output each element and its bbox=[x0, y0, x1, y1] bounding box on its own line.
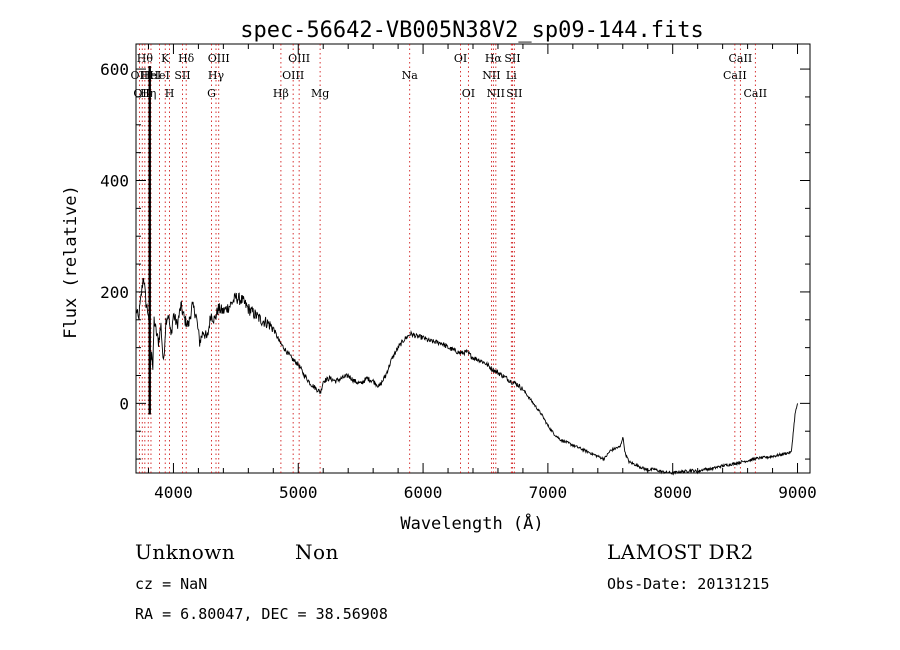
axis-tick-labels: 4000 5000 6000 7000 8000 9000 0 200 400 600 bbox=[100, 60, 817, 502]
x-axis-label: Wavelength (Å) bbox=[400, 512, 543, 534]
y-tick-label: 200 bbox=[100, 283, 129, 302]
spectral-line-labels: OIIOIIHθHηHeIHeIKHSIIHδGHγOIIIHβOIIIOIII… bbox=[131, 52, 768, 100]
marker-label-25: SII bbox=[506, 87, 522, 100]
marker-label-13: Hβ bbox=[273, 87, 289, 100]
chart-title: spec-56642-VB005N38V2_sp09-144.fits bbox=[240, 18, 704, 43]
marker-label-14: OIII bbox=[282, 69, 304, 82]
marker-label-0: OII bbox=[131, 69, 149, 82]
marker-label-17: Na bbox=[402, 69, 419, 82]
marker-label-27: CaII bbox=[729, 52, 753, 65]
marker-label-7: H bbox=[165, 87, 175, 100]
y-tick-label: 600 bbox=[100, 60, 129, 79]
marker-label-11: Hγ bbox=[208, 69, 225, 82]
marker-label-24: SII bbox=[504, 52, 520, 65]
x-tick-label: 9000 bbox=[778, 483, 817, 502]
x-tick-label: 8000 bbox=[653, 483, 692, 502]
spectral-class: Unknown bbox=[135, 540, 236, 564]
marker-label-5: HeI bbox=[149, 69, 169, 82]
marker-label-26: CaII bbox=[723, 69, 747, 82]
redshift-cz: cz = NaN bbox=[135, 575, 208, 593]
marker-label-18: OI bbox=[454, 52, 467, 65]
marker-label-6: K bbox=[161, 52, 170, 65]
marker-label-15: OIII bbox=[288, 52, 310, 65]
axis-ticks bbox=[136, 44, 810, 473]
x-tick-label: 4000 bbox=[154, 483, 193, 502]
marker-label-12: OIII bbox=[208, 52, 230, 65]
marker-label-10: G bbox=[207, 87, 216, 100]
marker-label-19: OI bbox=[462, 87, 475, 100]
marker-label-23: Li bbox=[506, 69, 517, 82]
marker-label-21: Hα bbox=[485, 52, 503, 65]
spectral-line-markers bbox=[138, 44, 756, 473]
marker-label-9: Hδ bbox=[178, 52, 195, 65]
y-axis-label: Flux (relative) bbox=[61, 185, 81, 339]
x-tick-label: 5000 bbox=[279, 483, 318, 502]
plot-border bbox=[135, 43, 811, 474]
marker-label-16: Mg bbox=[311, 87, 329, 100]
spectral-subclass: Non bbox=[295, 540, 339, 564]
spectrum-series bbox=[135, 66, 798, 476]
marker-label-4: HeI bbox=[141, 69, 161, 82]
marker-label-3: Hη bbox=[140, 87, 156, 100]
y-tick-label: 400 bbox=[100, 172, 129, 191]
plot-frame bbox=[135, 43, 811, 474]
y-tick-label: 0 bbox=[119, 394, 129, 413]
marker-label-8: SII bbox=[174, 69, 190, 82]
survey-name: LAMOST DR2 bbox=[607, 540, 754, 564]
observation-date: Obs-Date: 20131215 bbox=[607, 575, 770, 593]
marker-label-28: CaII bbox=[743, 87, 767, 100]
marker-label-22: NII bbox=[487, 87, 505, 100]
spectrum-line bbox=[135, 277, 798, 476]
marker-label-2: Hθ bbox=[137, 52, 154, 65]
marker-label-20: NII bbox=[482, 69, 500, 82]
x-tick-label: 6000 bbox=[404, 483, 443, 502]
x-tick-label: 7000 bbox=[529, 483, 568, 502]
coordinates: RA = 6.80047, DEC = 38.56908 bbox=[135, 605, 388, 623]
